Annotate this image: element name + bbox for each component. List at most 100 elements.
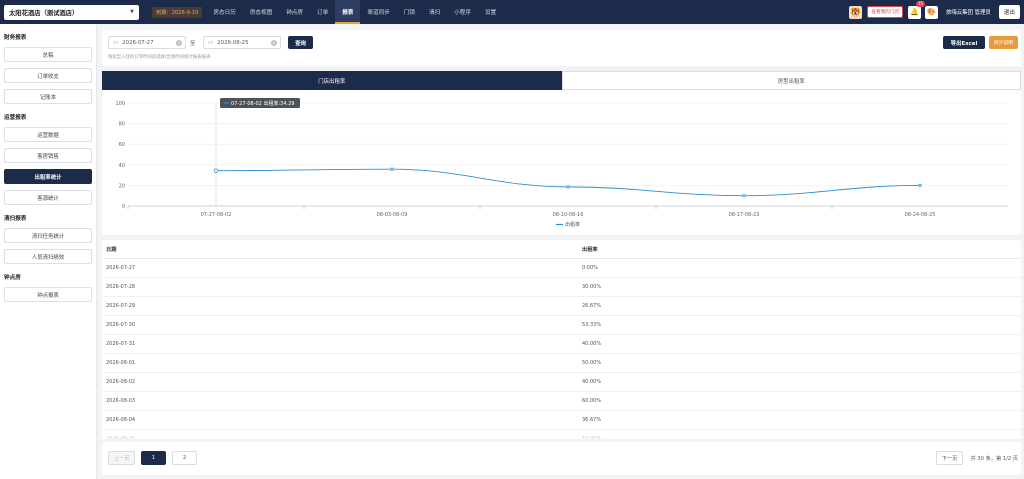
y-tick-label: 80: [119, 122, 125, 128]
prev-page-button[interactable]: 上一页: [108, 451, 135, 465]
cell-date: 2026-07-31: [106, 341, 136, 347]
calendar-icon: ▭: [208, 39, 214, 46]
table-row: 2026-07-31 40.00%: [102, 335, 1021, 354]
notification-badge: 15: [915, 0, 925, 7]
cell-date: 2026-08-02: [106, 379, 136, 385]
table-row: 2026-07-29 26.67%: [102, 297, 1021, 316]
view-store-button[interactable]: 查看我的门店: [867, 6, 903, 18]
cell-rate: 50.00%: [582, 360, 602, 366]
cell-rate: 40.00%: [582, 379, 602, 385]
x-tick-label: 08-10-08-16: [553, 212, 584, 218]
table-row: 2026-08-03 60.00%: [102, 392, 1021, 411]
chart-tabs: 门店出租率 房型出租率: [102, 71, 1021, 90]
page-button-2[interactable]: 2: [172, 451, 197, 465]
filter-hint: 搜索型入住的订单时间段选择/出租时间统计报表报表: [108, 55, 211, 60]
tab-1[interactable]: 房型出租率: [561, 71, 1021, 90]
sidebar-group-title: 财务报表: [4, 35, 27, 41]
y-tick-label: 0: [122, 204, 125, 210]
sidebar-item[interactable]: 出租率统计: [4, 169, 92, 184]
bell-icon[interactable]: 🔔 15: [907, 0, 925, 19]
mascot-icon[interactable]: 🐯: [849, 5, 863, 19]
tooltip-box: [220, 98, 300, 108]
table-row: 2026-08-01 50.00%: [102, 354, 1021, 373]
cell-date: 2026-08-04: [106, 417, 136, 423]
palette-icon[interactable]: 🎨: [924, 5, 938, 19]
start-date-value: 2026-07-27: [122, 39, 154, 46]
table-row: 2026-08-04 36.67%: [102, 411, 1021, 430]
cell-rate: 60.00%: [582, 398, 602, 404]
sidebar-item[interactable]: 记账本: [4, 89, 92, 104]
x-tick-label: 08-03-08-09: [377, 212, 408, 218]
y-tick-label: 60: [119, 142, 125, 148]
start-date-input[interactable]: ▭ 2026-07-27 ×: [108, 36, 186, 49]
cell-date: 2026-08-03: [106, 398, 136, 404]
cell-date: 2026-08-01: [106, 360, 136, 366]
logout-button[interactable]: 退出: [998, 5, 1020, 19]
sidebar-item[interactable]: 运营数据: [4, 127, 92, 142]
page-button-1[interactable]: 1: [141, 451, 166, 465]
data-table: 日期 出租率 2026-07-27 0.00% 2026-07-28 30.00% 20…: [102, 240, 1021, 439]
nav-item-4[interactable]: 报表: [335, 0, 361, 24]
cell-rate: 10.00%: [582, 436, 602, 439]
nav-item-0[interactable]: 房态日历: [213, 10, 236, 16]
next-page-button[interactable]: 下一页: [936, 451, 963, 465]
to-label: 至: [190, 41, 196, 47]
tab-0[interactable]: 门店出租率: [102, 71, 562, 90]
nav-item-2[interactable]: 钟点房: [286, 10, 303, 16]
data-point: [390, 167, 394, 171]
sidebar-item[interactable]: 人员清扫绩效: [4, 249, 92, 264]
data-point: [918, 183, 922, 188]
sidebar: 财务报表 总稿 订单收支 记账本 运营报表 运营数据 客房销售 出租率统计 客源统计 清扫报表 清扫…: [0, 24, 97, 479]
clear-icon[interactable]: ×: [176, 39, 182, 46]
nav-item-3[interactable]: 订单: [317, 10, 329, 16]
nav-item-8[interactable]: 小程序: [454, 10, 471, 16]
cell-date: 2026-07-27: [106, 265, 136, 271]
nav-item-9[interactable]: 设置: [485, 10, 497, 16]
main-nav: 房态日历 房态视图 钟点房 订单 报表 渠道同步 门锁 清扫 小程序 设置: [206, 0, 503, 24]
series-line: [215, 168, 921, 197]
calendar-icon: ▭: [113, 39, 119, 46]
user-name[interactable]: 旅嗨云集团 管理员: [945, 10, 991, 16]
export-excel-button[interactable]: 导出Excel: [943, 36, 985, 49]
expire-badge: 到期：2026-9-10: [152, 6, 203, 18]
table-header: 日期 出租率: [102, 240, 1021, 259]
clear-icon[interactable]: ×: [271, 39, 277, 46]
legend-label: 出租率: [565, 221, 580, 228]
x-tick-label: 07-27-08-02: [201, 212, 232, 218]
end-date-input[interactable]: ▭ 2026-08-25 ×: [203, 36, 281, 49]
sidebar-item[interactable]: 钟点报表: [4, 287, 92, 302]
stats-explain-button[interactable]: 统计说明: [989, 36, 1018, 49]
sidebar-item[interactable]: 客房销售: [4, 148, 92, 163]
y-tick-label: 40: [119, 163, 125, 169]
sidebar-item[interactable]: 订单收支: [4, 68, 92, 83]
top-bar: 太阳花酒店（测试酒店） ▼ 到期：2026-9-10 房态日历 房态视图 钟点房 订单…: [0, 0, 1024, 24]
nav-item-5[interactable]: 渠道同步: [367, 10, 390, 16]
sidebar-item[interactable]: 清扫任务统计: [4, 228, 92, 243]
data-point: [742, 194, 746, 198]
y-tick-label: 100: [115, 101, 125, 107]
sidebar-item[interactable]: 客源统计: [4, 190, 92, 205]
cell-date: 2026-08-05: [106, 436, 136, 439]
cell-rate: 0.00%: [582, 265, 598, 271]
hotel-select[interactable]: 太阳花酒店（测试酒店） ▼: [4, 4, 139, 20]
x-tick-label: 08-24-08-25: [905, 212, 936, 218]
cell-date: 2026-07-30: [106, 322, 136, 328]
caret-down-icon: ▼: [130, 9, 134, 15]
occupancy-line-chart: 0 20 40 60 80 100 07-27-08-02 08-03-08-09 08-10-…: [115, 98, 1008, 228]
sidebar-group-title: 钟点房: [4, 275, 21, 281]
table-row: 2026-07-28 30.00%: [102, 278, 1021, 297]
nav-item-1[interactable]: 房态视图: [249, 10, 273, 16]
cell-rate: 26.67%: [582, 303, 602, 309]
y-tick-label: 20: [119, 183, 125, 189]
nav-item-6[interactable]: 门锁: [403, 10, 415, 16]
sidebar-group-title: 清扫报表: [4, 216, 27, 222]
table-row: 2026-07-27 0.00%: [102, 259, 1021, 278]
cell-rate: 53.33%: [582, 322, 602, 328]
table-row: 2026-08-02 40.00%: [102, 373, 1021, 392]
nav-item-7[interactable]: 清扫: [429, 10, 441, 16]
query-button[interactable]: 查询: [288, 36, 313, 49]
cell-rate: 40.00%: [582, 341, 602, 347]
filter-panel: ▭ 2026-07-27 × 至 ▭ 2026-08-25 × 查询 搜索型入住…: [102, 30, 1021, 66]
sidebar-item[interactable]: 总稿: [4, 47, 92, 62]
table-row: 2026-07-30 53.33%: [102, 316, 1021, 335]
